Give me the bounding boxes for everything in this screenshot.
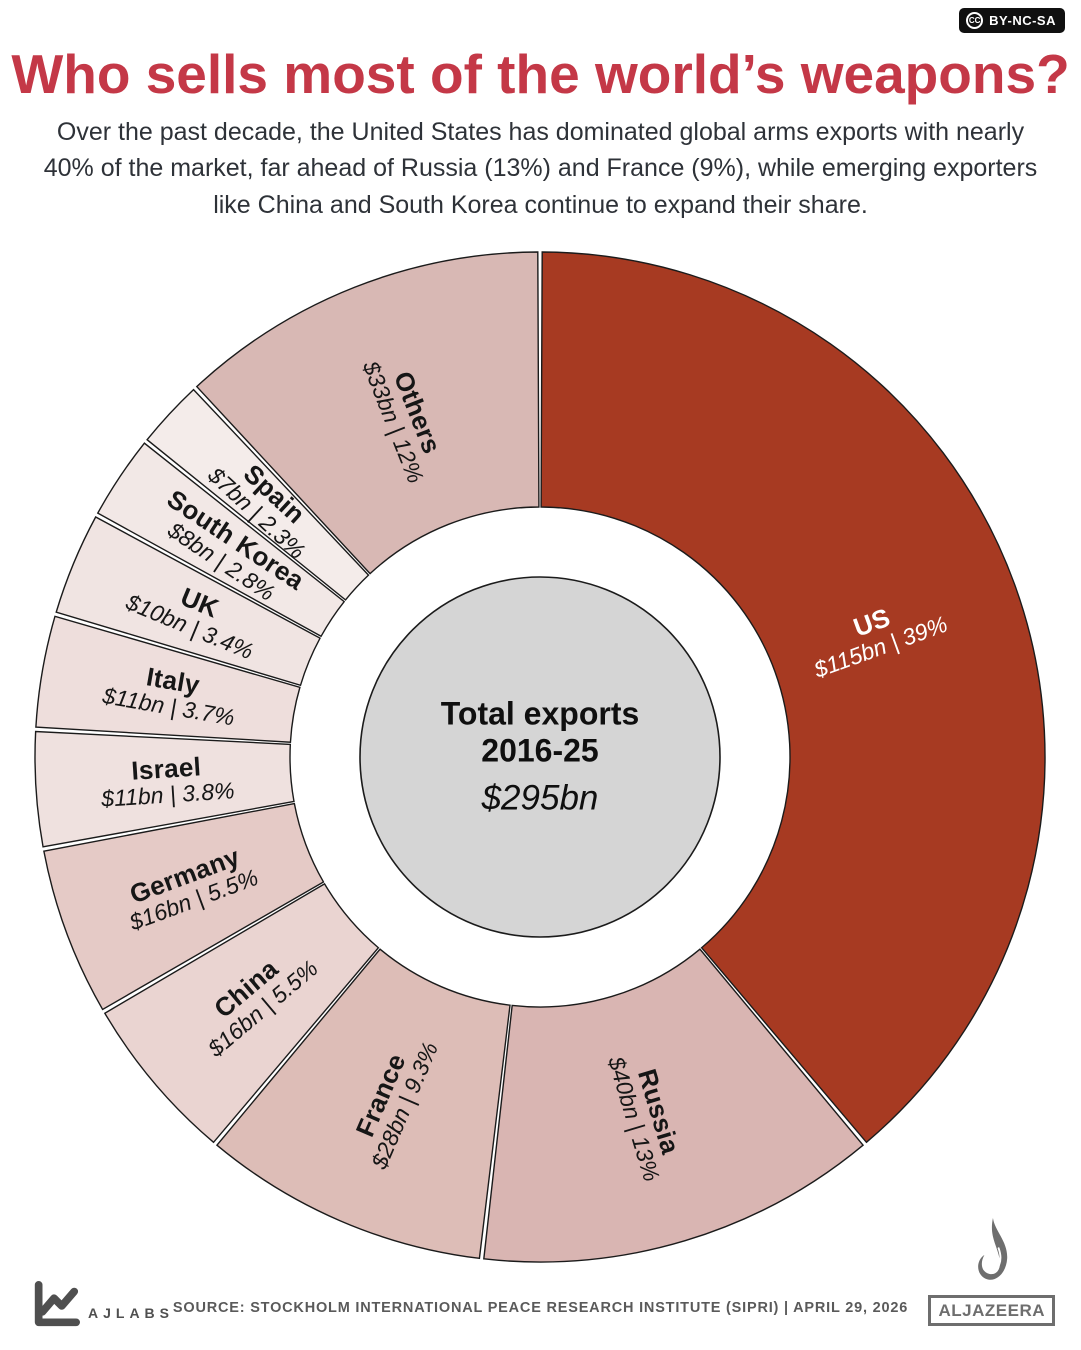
cc-icon: CC	[966, 12, 984, 29]
page-title: Who sells most of the world’s weapons?	[11, 43, 1070, 105]
segment-china	[103, 882, 380, 1144]
source-attribution: SOURCE: STOCKHOLM INTERNATIONAL PEACE RE…	[172, 1300, 909, 1316]
segment-germany	[43, 802, 325, 1011]
segment-label-israel: Israel $11bn | 3.8%	[98, 750, 235, 812]
chart-center-label: Total exports 2016-25 $295bn	[355, 696, 725, 819]
aljazeera-flame-icon	[977, 1217, 1007, 1280]
segment-russia	[483, 948, 865, 1263]
segment-spain	[146, 388, 370, 601]
center-label-total: $295bn	[481, 778, 599, 818]
ajlabs-logo: AJLABS	[30, 1280, 174, 1330]
center-label-period: 2016-25	[481, 732, 599, 769]
aljazeera-label: ALJAZEERA	[928, 1295, 1055, 1326]
segment-italy	[35, 615, 301, 743]
segment-us	[540, 251, 1046, 1144]
segment-others	[195, 251, 540, 575]
center-circle	[359, 576, 721, 938]
cc-license-badge: CC BY-NC-SA	[959, 8, 1065, 33]
cc-license-label: BY-NC-SA	[989, 13, 1056, 28]
segment-south-korea	[96, 442, 346, 638]
ajlabs-label: AJLABS	[88, 1305, 175, 1321]
segment-israel	[34, 730, 295, 848]
segment-uk	[55, 516, 321, 687]
center-label-line1: Total exports	[440, 695, 640, 732]
aljazeera-logo: ALJAZEERA	[928, 1217, 1055, 1326]
segment-france	[215, 948, 511, 1260]
ajlabs-chart-icon	[34, 1280, 80, 1327]
page-subtitle: Over the past decade, the United States …	[43, 118, 1038, 219]
